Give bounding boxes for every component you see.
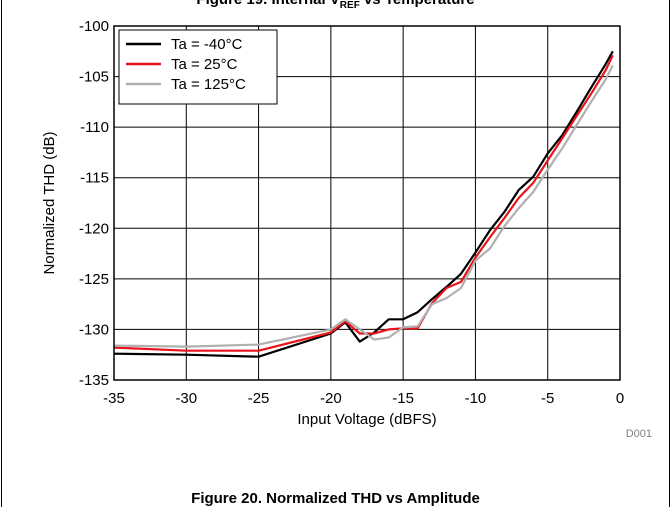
previous-figure-title-subscript: REF [339,0,360,11]
x-tick-label-1: -30 [175,390,197,407]
y-tick-label-5: -125 [79,271,109,288]
y-tick-label-7: -135 [79,372,109,389]
legend-label-1: Ta = 25°C [171,56,238,73]
x-tick-label-6: -5 [541,390,554,407]
document-id: D001 [626,428,652,440]
y-tick-label-4: -120 [79,220,109,237]
x-tick-label-7: 0 [616,390,624,407]
x-tick-label-2: -25 [248,390,270,407]
y-tick-label-6: -130 [79,321,109,338]
y-tick-label-2: -110 [80,119,109,136]
legend-label-2: Ta = 125°C [171,76,246,93]
x-tick-labels: -35 -30 -25 -20 -15 -10 -5 0 [103,390,624,407]
x-tick-label-5: -10 [465,390,487,407]
legend-box [118,29,278,105]
previous-figure-title-main: Figure 19. Internal V [196,0,339,8]
previous-figure-title-tail: vs Temperature [360,0,475,8]
y-axis-label: Normalized THD (dB) [41,131,58,274]
series-line-2 [113,64,614,348]
series-lines [113,50,614,358]
figure-caption: Figure 20. Normalized THD vs Amplitude [191,490,480,507]
plot-area-border [113,25,621,381]
series-line-1 [113,54,614,352]
y-tick-labels: -100 -105 -110 -115 -120 -125 -130 -135 [79,18,109,389]
y-tick-label-1: -105 [79,69,109,86]
x-tick-label-4: -15 [392,390,414,407]
legend: Ta = -40°C Ta = 25°C Ta = 125°C [118,29,278,105]
x-axis-label: Input Voltage (dBFS) [297,411,436,428]
x-tick-label-3: -20 [320,390,342,407]
previous-figure-title: Figure 19. Internal VREF vs Temperature [0,0,671,11]
y-tick-label-3: -115 [80,170,109,187]
legend-label-0: Ta = -40°C [171,36,243,53]
y-tick-label-0: -100 [79,18,109,35]
x-tick-label-0: -35 [103,390,125,407]
